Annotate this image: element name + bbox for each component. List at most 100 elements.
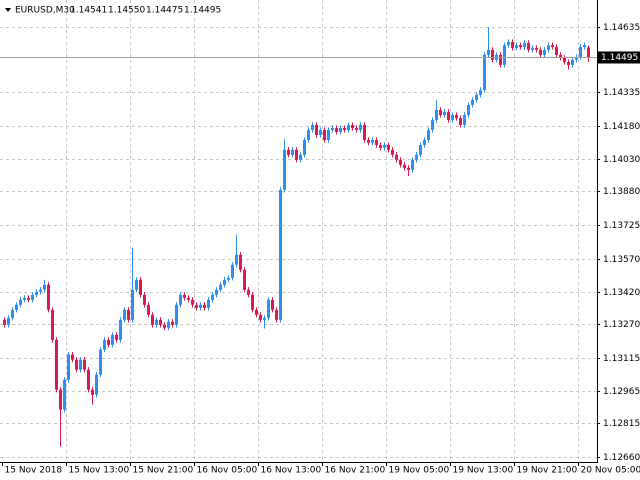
candle-body (47, 284, 50, 310)
candle-body (443, 111, 446, 115)
candle-body (307, 129, 310, 140)
candle-body (483, 54, 486, 90)
candle-body (559, 54, 562, 58)
chart-title: EURUSD,M30 (15, 6, 75, 16)
candle-body (379, 145, 382, 148)
candle-body (131, 289, 134, 320)
candle-body (191, 299, 194, 305)
candle-body (331, 128, 334, 130)
candles (3, 26, 590, 447)
candle-body (3, 319, 6, 325)
candle-body (519, 45, 522, 48)
candle-body (119, 319, 122, 340)
candle-body (275, 309, 278, 320)
candle-body (587, 47, 590, 58)
menu-triangle (5, 8, 11, 12)
header-ohlc: 1.14541 1.14550 1.14475 1.14495 (70, 6, 221, 16)
candle-body (159, 319, 162, 325)
candle-body (251, 294, 254, 310)
candle-body (423, 139, 426, 146)
candle-body (371, 139, 374, 143)
candle-body (271, 299, 274, 310)
x-tick-label: 19 Nov 13:00 (453, 466, 514, 476)
candle-body (555, 47, 558, 55)
candle-body (31, 294, 34, 300)
candle-body (539, 49, 542, 55)
candle-body (303, 139, 306, 155)
y-tick-label: 1.12815 (603, 419, 640, 429)
candle-body (99, 349, 102, 375)
candle-body (23, 297, 26, 300)
candle-body (219, 284, 222, 290)
x-tick-label: 20 Nov 05:00 (581, 466, 640, 476)
candle-body (351, 124, 354, 129)
candle-body (67, 354, 70, 380)
candle-body (143, 294, 146, 305)
candle-body (151, 314, 154, 325)
candle-body (347, 124, 350, 130)
candle-body (179, 294, 182, 305)
candle-body (415, 154, 418, 160)
candle-body (207, 299, 210, 308)
y-tick-label: 1.13115 (603, 354, 640, 364)
candle-body (79, 359, 82, 370)
candle-body (247, 289, 250, 295)
candle-body (51, 309, 54, 340)
candle-body (55, 339, 58, 390)
candle-body (239, 254, 242, 270)
candle-body (575, 57, 578, 60)
candle-body (515, 45, 518, 48)
candle-body (411, 159, 414, 170)
candle-body (183, 294, 186, 298)
candle-body (463, 114, 466, 125)
axes: 1.14635 1.14335 1.14180 1.14030 1.13880 1.137… (0, 23, 640, 476)
grid (0, 0, 597, 462)
y-tick-label: 1.13270 (603, 320, 640, 330)
candle-body (451, 114, 454, 120)
candle-body (399, 159, 402, 165)
candle-body (511, 42, 514, 48)
candle-body (87, 369, 90, 390)
y-tick-label: 1.13880 (603, 187, 640, 197)
candle-body (115, 334, 118, 340)
candle-body (299, 154, 302, 160)
candle-body (279, 189, 282, 320)
candle-body (363, 124, 366, 140)
candle-body (91, 389, 94, 395)
candle-body (63, 379, 66, 410)
candle-body (535, 47, 538, 50)
candle-body (531, 47, 534, 50)
x-tick-label: 15 Nov 13:00 (69, 466, 130, 476)
candle-body (447, 111, 450, 120)
candle-body (203, 304, 206, 308)
price-label: 1.14495 (601, 53, 638, 63)
candle-body (435, 109, 438, 120)
candle-body (427, 129, 430, 140)
candle-body (19, 299, 22, 305)
candle-body (459, 118, 462, 125)
candle-body (171, 321, 174, 325)
candle-body (211, 294, 214, 300)
candle-body (583, 45, 586, 48)
candle-body (375, 139, 378, 146)
candle-body (387, 145, 390, 150)
candle-body (187, 297, 190, 300)
candle-body (43, 284, 46, 290)
candle-body (567, 62, 570, 65)
x-tick-label: 15 Nov 21:00 (133, 466, 194, 476)
candle-body (295, 149, 298, 160)
x-tick-label: 16 Nov 13:00 (261, 466, 322, 476)
candle-body (551, 45, 554, 48)
candle-body (155, 319, 158, 325)
y-tick-label: 1.14335 (603, 88, 640, 98)
candle-body (35, 291, 38, 295)
candle-body (383, 145, 386, 148)
candle-body (339, 128, 342, 132)
candle-body (215, 289, 218, 295)
candle-body (7, 317, 10, 325)
candle-body (39, 289, 42, 292)
y-tick-label: 1.13420 (603, 288, 640, 298)
candle-body (503, 45, 506, 65)
candle-body (391, 149, 394, 155)
